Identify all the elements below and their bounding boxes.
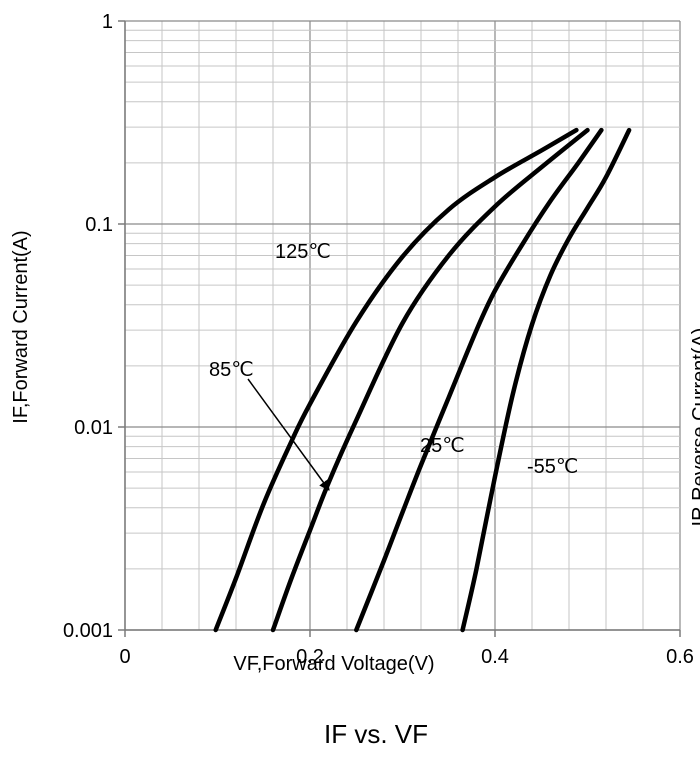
annotations: 125℃ 85℃ 25℃ -55℃ xyxy=(209,241,578,491)
annotation-arrow xyxy=(247,378,330,491)
y-tick-label: 0.01 xyxy=(74,417,113,439)
y-tick-label: 0.001 xyxy=(63,620,113,642)
series-annotation-label: 25℃ xyxy=(420,435,465,457)
y-tick-label: 1 xyxy=(102,11,113,33)
grid-lines xyxy=(124,20,681,631)
series-line xyxy=(460,127,632,633)
tick-labels: 0.001 0.01 0.1 1 0 0.2 0.4 0.6 xyxy=(63,11,694,668)
x-tick-label: 0.2 xyxy=(296,646,324,668)
series-line xyxy=(354,127,604,633)
right-y-axis-label: IR,Reverse Current(A) xyxy=(689,328,700,527)
x-tick-label: 0.4 xyxy=(481,646,509,668)
y-axis-label: IF,Forward Current(A) xyxy=(10,230,32,423)
series-annotation-label: 85℃ xyxy=(209,359,254,381)
series-annotation-label: 125℃ xyxy=(275,241,331,263)
y-tick-label: 0.1 xyxy=(85,214,113,236)
chart-caption: IF vs. VF xyxy=(324,719,428,749)
series-annotation-label: -55℃ xyxy=(527,456,578,478)
x-tick-label: 0 xyxy=(119,646,130,668)
x-tick-label: 0.6 xyxy=(666,646,694,668)
series-lines xyxy=(213,127,632,633)
x-axis-label: VF,Forward Voltage(V) xyxy=(233,653,434,675)
series-line xyxy=(270,127,590,633)
series-line xyxy=(213,127,579,633)
